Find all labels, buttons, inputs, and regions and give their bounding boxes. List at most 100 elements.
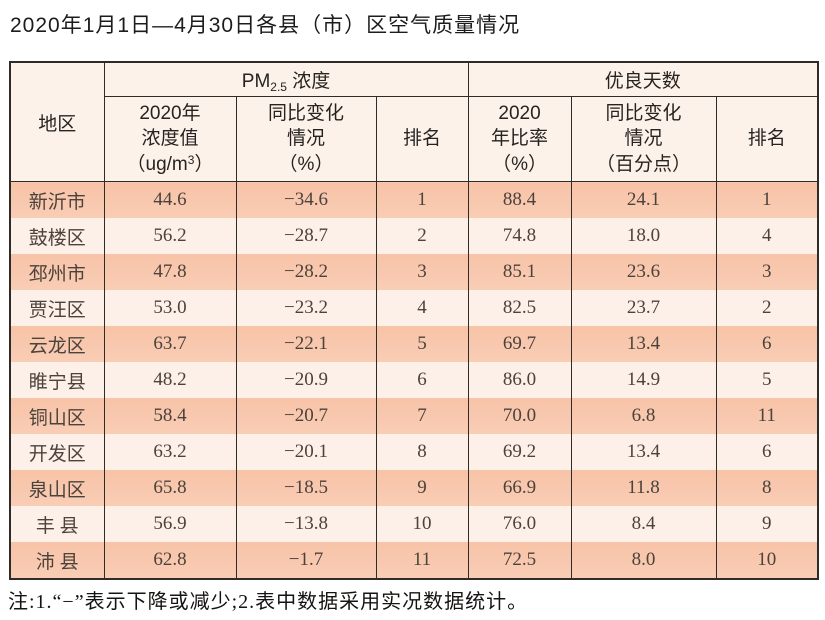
pm-value-cell: 56.2 (103, 218, 237, 254)
pm-subscript: 2.5 (270, 79, 287, 94)
table-row: 睢宁县 48.2 −20.9 6 86.0 14.9 5 (9, 362, 819, 398)
region-cell: 邳州市 (9, 254, 105, 290)
pm-value-cell: 47.8 (103, 254, 237, 290)
header-region: 地区 (9, 62, 105, 182)
pm-change-cell: −18.5 (235, 470, 377, 506)
pm-rank-cell: 7 (375, 398, 469, 434)
unit-suffix: ） (194, 153, 214, 175)
pm-rank-cell: 3 (375, 254, 469, 290)
gd-rank-cell: 9 (715, 506, 819, 542)
table-row: 丰 县 56.9 −13.8 10 76.0 8.4 9 (9, 506, 819, 542)
table-row: 贾汪区 53.0 −23.2 4 82.5 23.7 2 (9, 290, 819, 326)
region-cell: 新沂市 (9, 181, 105, 218)
unit-superscript: 3 (187, 152, 195, 167)
gd-change-cell: 13.4 (570, 434, 717, 470)
header-sub-row: 2020年 浓度值 （ug/m3） 同比变化 情况 （%） 排名 2020 年比… (10, 96, 819, 182)
pm-rank-cell: 5 (375, 326, 469, 362)
header-line: 年比率 (491, 128, 549, 150)
header-line: 同比变化 (267, 102, 344, 124)
pm-value-cell: 63.2 (103, 434, 237, 470)
gd-rate-cell: 72.5 (467, 542, 572, 579)
header-line: （%） (492, 153, 547, 175)
gd-rank-cell: 6 (715, 326, 819, 362)
header-gd-rank: 排名 (715, 96, 819, 182)
gd-rate-cell: 70.0 (467, 398, 572, 434)
gd-rate-cell: 86.0 (467, 362, 572, 398)
table-header: 地区 PM2.5 浓度 优良天数 2020年 浓度值 （ug/m3） 同比变化 … (9, 62, 819, 182)
header-line: 浓度值 (141, 128, 199, 150)
pm-value-cell: 56.9 (103, 506, 237, 542)
gd-change-cell: 6.8 (570, 398, 717, 434)
header-pm-value: 2020年 浓度值 （ug/m3） (103, 96, 237, 182)
unit-prefix: （ug/m (126, 153, 188, 175)
pm-change-cell: −13.8 (235, 506, 377, 542)
gd-rank-cell: 6 (715, 434, 819, 470)
region-cell: 铜山区 (9, 398, 105, 434)
pm-rank-cell: 1 (375, 181, 469, 218)
header-line: 同比变化 (605, 102, 682, 124)
pm-change-cell: −1.7 (235, 542, 377, 579)
region-cell: 鼓楼区 (9, 218, 105, 254)
pm-label: PM (241, 70, 271, 92)
gd-change-cell: 13.4 (570, 326, 717, 362)
gd-rank-cell: 10 (715, 542, 819, 579)
region-cell: 丰 县 (9, 506, 105, 542)
pm-change-cell: −22.1 (235, 326, 377, 362)
header-group-row: 地区 PM2.5 浓度 优良天数 (9, 62, 819, 182)
gd-rank-cell: 11 (715, 398, 819, 434)
pm-value-cell: 58.4 (103, 398, 237, 434)
table-row: 鼓楼区 56.2 −28.7 2 74.8 18.0 4 (9, 218, 819, 254)
pm-rank-cell: 8 (375, 434, 469, 470)
header-line: 2020 (498, 102, 541, 124)
gd-change-cell: 23.7 (570, 290, 717, 326)
region-cell: 贾汪区 (9, 290, 105, 326)
gd-rate-cell: 88.4 (467, 181, 572, 218)
pm-change-cell: −34.6 (235, 181, 377, 218)
header-pm25-group: PM2.5 浓度 (103, 62, 469, 97)
gd-rank-cell: 1 (715, 181, 819, 218)
header-unit: （ug/m3） (105, 152, 235, 178)
region-cell: 睢宁县 (9, 362, 105, 398)
gd-change-cell: 24.1 (570, 181, 717, 218)
pm-change-cell: −20.9 (235, 362, 377, 398)
header-line: 2020年 (139, 102, 201, 124)
pm-value-cell: 62.8 (103, 542, 237, 579)
table-body: 新沂市 44.6 −34.6 1 88.4 24.1 1 鼓楼区 56.2 −2… (9, 181, 819, 579)
pm-value-cell: 63.7 (103, 326, 237, 362)
pm-rank-cell: 4 (375, 290, 469, 326)
gd-rank-cell: 3 (715, 254, 819, 290)
gd-change-cell: 18.0 (570, 218, 717, 254)
gd-rate-cell: 66.9 (467, 470, 572, 506)
pm-rank-cell: 10 (375, 506, 469, 542)
table-row: 新沂市 44.6 −34.6 1 88.4 24.1 1 (9, 181, 819, 218)
gd-change-cell: 8.0 (570, 542, 717, 579)
pm-rank-cell: 2 (375, 218, 469, 254)
gd-rate-cell: 69.2 (467, 434, 572, 470)
header-gd-change: 同比变化 情况 （百分点） (570, 96, 717, 182)
pm-value-cell: 65.8 (103, 470, 237, 506)
header-line: （百分点） (596, 153, 692, 175)
header-pm-change: 同比变化 情况 （%） (235, 96, 377, 182)
pm-change-cell: −28.2 (235, 254, 377, 290)
gd-change-cell: 23.6 (570, 254, 717, 290)
pm-suffix: 浓度 (286, 70, 331, 92)
gd-change-cell: 8.4 (570, 506, 717, 542)
pm-value-cell: 48.2 (103, 362, 237, 398)
gd-rate-cell: 85.1 (467, 254, 572, 290)
header-gd-rate: 2020 年比率 （%） (467, 96, 572, 182)
table-row: 铜山区 58.4 −20.7 7 70.0 6.8 11 (9, 398, 819, 434)
region-cell: 云龙区 (9, 326, 105, 362)
pm-change-cell: −23.2 (235, 290, 377, 326)
pm-change-cell: −20.1 (235, 434, 377, 470)
table-row: 邳州市 47.8 −28.2 3 85.1 23.6 3 (9, 254, 819, 290)
table-row: 开发区 63.2 −20.1 8 69.2 13.4 6 (9, 434, 819, 470)
header-line: 情况 (286, 128, 325, 150)
gd-rank-cell: 2 (715, 290, 819, 326)
region-cell: 泉山区 (9, 470, 105, 506)
header-good-days-group: 优良天数 (467, 62, 819, 97)
gd-rank-cell: 5 (715, 362, 819, 398)
gd-change-cell: 14.9 (570, 362, 717, 398)
gd-change-cell: 11.8 (570, 470, 717, 506)
gd-rate-cell: 74.8 (467, 218, 572, 254)
